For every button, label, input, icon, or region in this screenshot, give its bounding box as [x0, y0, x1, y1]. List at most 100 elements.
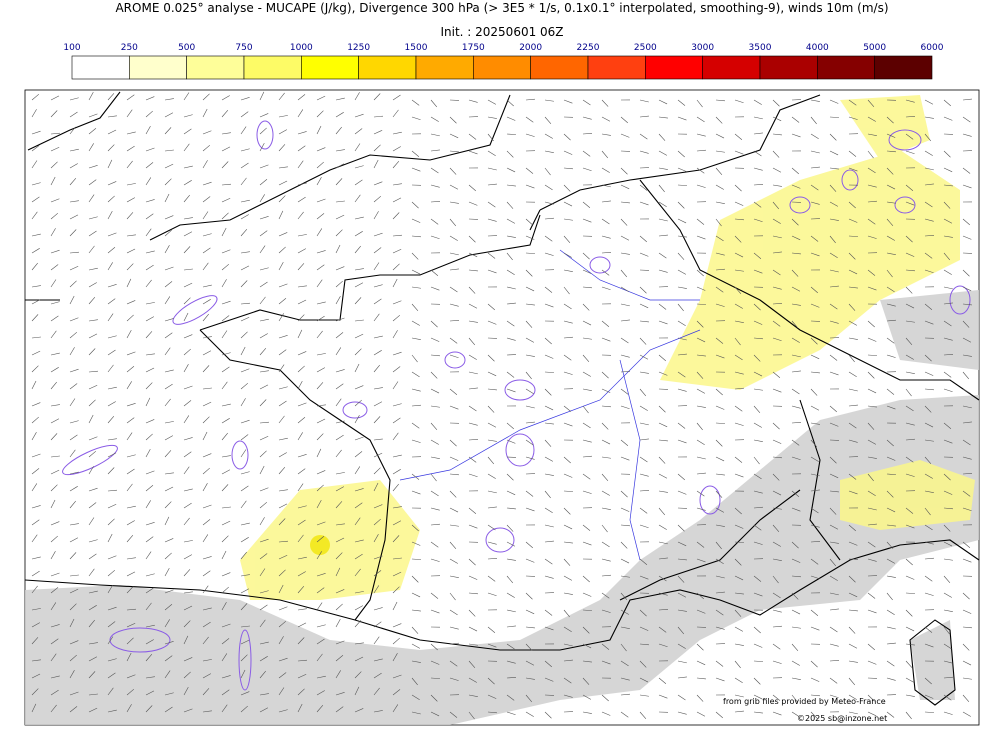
- wind-barb: [392, 571, 402, 577]
- colorbar-tick-label: 5000: [863, 43, 886, 53]
- wind-barb: [943, 286, 953, 290]
- wind-barb: [563, 286, 570, 295]
- wind-barb: [962, 626, 972, 629]
- wind-barb: [468, 575, 478, 580]
- wind-barb: [962, 133, 972, 137]
- wind-barb: [183, 488, 193, 492]
- wind-barb: [791, 370, 801, 373]
- wind-barb: [240, 485, 249, 492]
- wind-barb: [639, 677, 649, 683]
- wind-barb: [316, 404, 326, 407]
- wind-barb: [183, 708, 193, 713]
- wind-barb: [183, 502, 192, 509]
- wind-barb: [411, 201, 419, 209]
- wind-barb: [430, 711, 440, 717]
- wind-barb: [107, 709, 117, 713]
- wind-barb: [449, 286, 458, 293]
- wind-barb: [715, 201, 725, 204]
- wind-barb: [392, 403, 402, 407]
- wind-barb: [278, 335, 288, 339]
- wind-barb: [31, 130, 41, 135]
- wind-barb: [525, 541, 533, 549]
- colorbar-tick-label: 2250: [577, 43, 600, 53]
- wind-barb: [677, 388, 687, 392]
- wind-barb: [905, 473, 915, 477]
- wind-barb: [183, 517, 190, 526]
- wind-barb: [544, 337, 552, 345]
- wind-barb: [848, 388, 858, 392]
- wind-barb: [145, 639, 154, 645]
- wind-barb: [715, 133, 725, 139]
- wind-barb: [791, 558, 801, 563]
- wind-barb: [867, 643, 875, 651]
- wind-barb: [145, 397, 151, 407]
- wind-barb: [601, 456, 611, 459]
- wind-barb: [829, 167, 839, 170]
- wind-barb: [411, 150, 420, 158]
- wind-barb: [582, 269, 592, 274]
- wind-barb: [962, 711, 971, 717]
- wind-barb: [525, 694, 533, 703]
- wind-barb: [810, 184, 819, 191]
- wind-barb: [962, 269, 970, 277]
- wind-barb: [392, 330, 398, 339]
- wind-barb: [50, 228, 56, 237]
- wind-barb: [506, 490, 516, 496]
- wind-barb: [50, 521, 60, 526]
- wind-barb: [31, 365, 39, 373]
- wind-barb: [506, 218, 516, 224]
- wind-barb: [278, 466, 286, 475]
- wind-barb: [905, 711, 912, 720]
- wind-barb: [145, 448, 151, 458]
- wind-barb: [183, 92, 190, 101]
- wind-barb: [259, 707, 269, 713]
- colorbar-cell: [587, 55, 646, 80]
- wind-barb: [430, 184, 440, 188]
- wind-barb: [506, 371, 515, 378]
- wind-barb: [962, 388, 971, 394]
- wind-barb: [145, 470, 155, 475]
- wind-barb: [221, 586, 229, 594]
- wind-barb: [88, 619, 95, 628]
- wind-barb: [563, 643, 573, 647]
- wind-barb: [715, 558, 724, 565]
- wind-barb: [202, 144, 211, 152]
- wind-barb: [734, 269, 744, 272]
- wind-barb: [69, 398, 76, 407]
- wind-barb: [145, 110, 153, 118]
- wind-barb: [772, 711, 782, 716]
- wind-barb: [753, 541, 763, 545]
- wind-barb: [943, 660, 953, 664]
- wind-barb: [829, 405, 837, 413]
- wind-barb: [164, 435, 173, 441]
- wind-barb: [734, 337, 741, 346]
- wind-barb: [905, 269, 915, 272]
- wind-barb: [810, 439, 818, 448]
- wind-barb: [221, 432, 228, 441]
- wind-barb: [544, 507, 553, 514]
- wind-barb: [278, 518, 286, 526]
- wind-barb: [544, 133, 553, 139]
- wind-barb: [696, 133, 706, 137]
- wind-barb: [221, 330, 228, 339]
- wind-barb: [962, 320, 970, 328]
- wind-barb: [620, 184, 630, 190]
- wind-barb: [772, 133, 782, 136]
- wind-barb: [734, 99, 744, 104]
- wind-barb: [544, 150, 554, 153]
- wind-barb: [335, 501, 343, 509]
- colorbar-tick-label: 4000: [806, 43, 829, 53]
- wind-barb: [373, 93, 381, 101]
- wind-barb: [620, 660, 629, 667]
- wind-barb: [715, 473, 725, 476]
- wind-barb: [69, 383, 78, 390]
- wind-barb: [373, 298, 382, 305]
- wind-barb: [50, 264, 59, 271]
- wind-barb: [924, 235, 934, 237]
- wind-barb: [677, 286, 687, 289]
- wind-barb: [449, 541, 457, 549]
- wind-barb: [810, 609, 819, 617]
- wind-barb: [468, 660, 476, 668]
- wind-barb: [449, 524, 459, 527]
- wind-barb: [601, 235, 611, 239]
